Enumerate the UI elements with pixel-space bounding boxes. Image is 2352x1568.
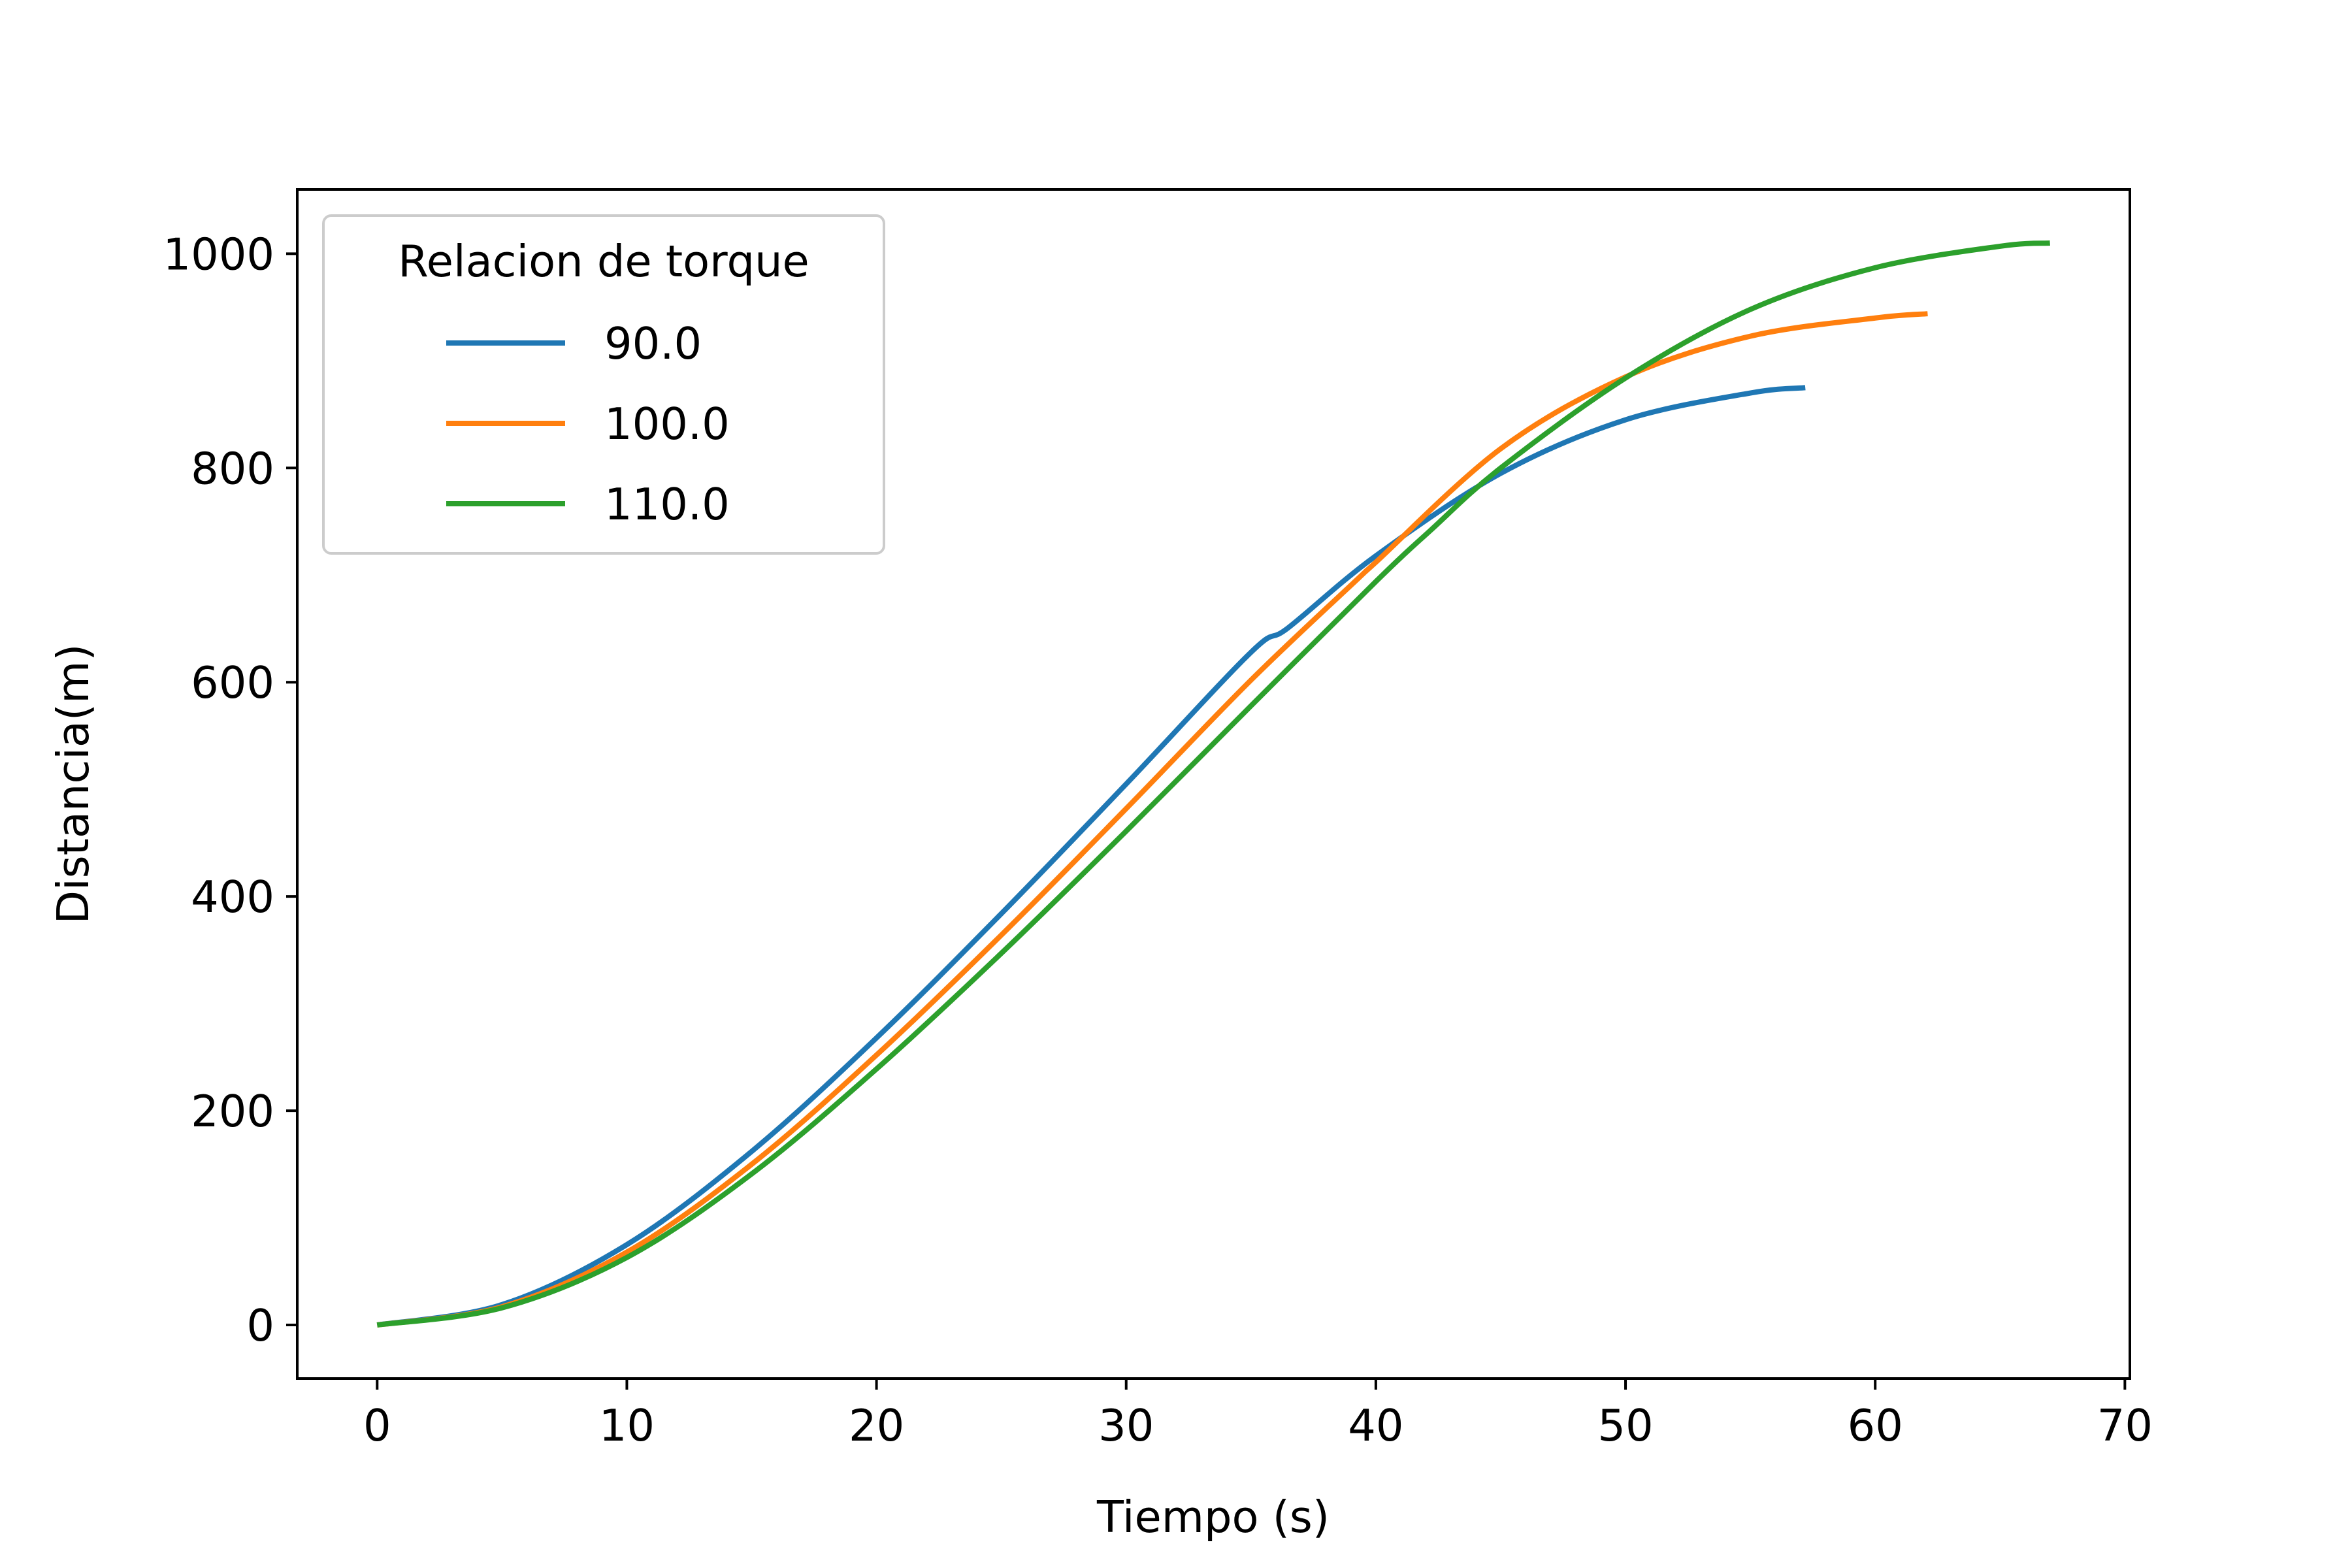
x-tick-label: 70	[2097, 1400, 2153, 1451]
x-axis-label: Tiempo (s)	[1096, 1492, 1330, 1543]
x-tick-label: 0	[363, 1400, 391, 1451]
legend-title: Relacion de torque	[398, 236, 809, 287]
series-layer	[376, 240, 2050, 1328]
x-tick-label: 60	[1848, 1400, 1903, 1451]
y-tick-label: 400	[191, 872, 274, 923]
y-tick-label: 200	[191, 1086, 274, 1137]
series-line-0	[376, 385, 1806, 1328]
x-axis: 0 10 20 30 40 50 60 70	[363, 1379, 2153, 1451]
x-tick-label: 40	[1348, 1400, 1403, 1451]
y-tick-label: 0	[246, 1300, 274, 1351]
legend-label-2: 110.0	[604, 479, 730, 530]
legend-label-0: 90.0	[604, 318, 702, 369]
y-tick-label: 600	[191, 657, 274, 708]
series-line-2	[376, 240, 2050, 1328]
y-axis-label: Distancia(m)	[48, 644, 99, 924]
x-tick-label: 10	[599, 1400, 655, 1451]
series-line-1	[376, 311, 1928, 1328]
x-tick-label: 20	[849, 1400, 904, 1451]
y-axis: 0 200 400 600 800 1000	[163, 229, 297, 1351]
y-tick-label: 1000	[163, 229, 274, 280]
x-tick-label: 30	[1098, 1400, 1154, 1451]
x-tick-label: 50	[1597, 1400, 1653, 1451]
legend: Relacion de torque 90.0 100.0 110.0	[322, 214, 885, 555]
legend-entries: 90.0 100.0 110.0	[446, 318, 730, 530]
legend-box	[322, 214, 885, 555]
y-tick-label: 800	[191, 443, 274, 494]
plot-frame	[296, 188, 2131, 1380]
legend-label-1: 100.0	[604, 399, 730, 449]
